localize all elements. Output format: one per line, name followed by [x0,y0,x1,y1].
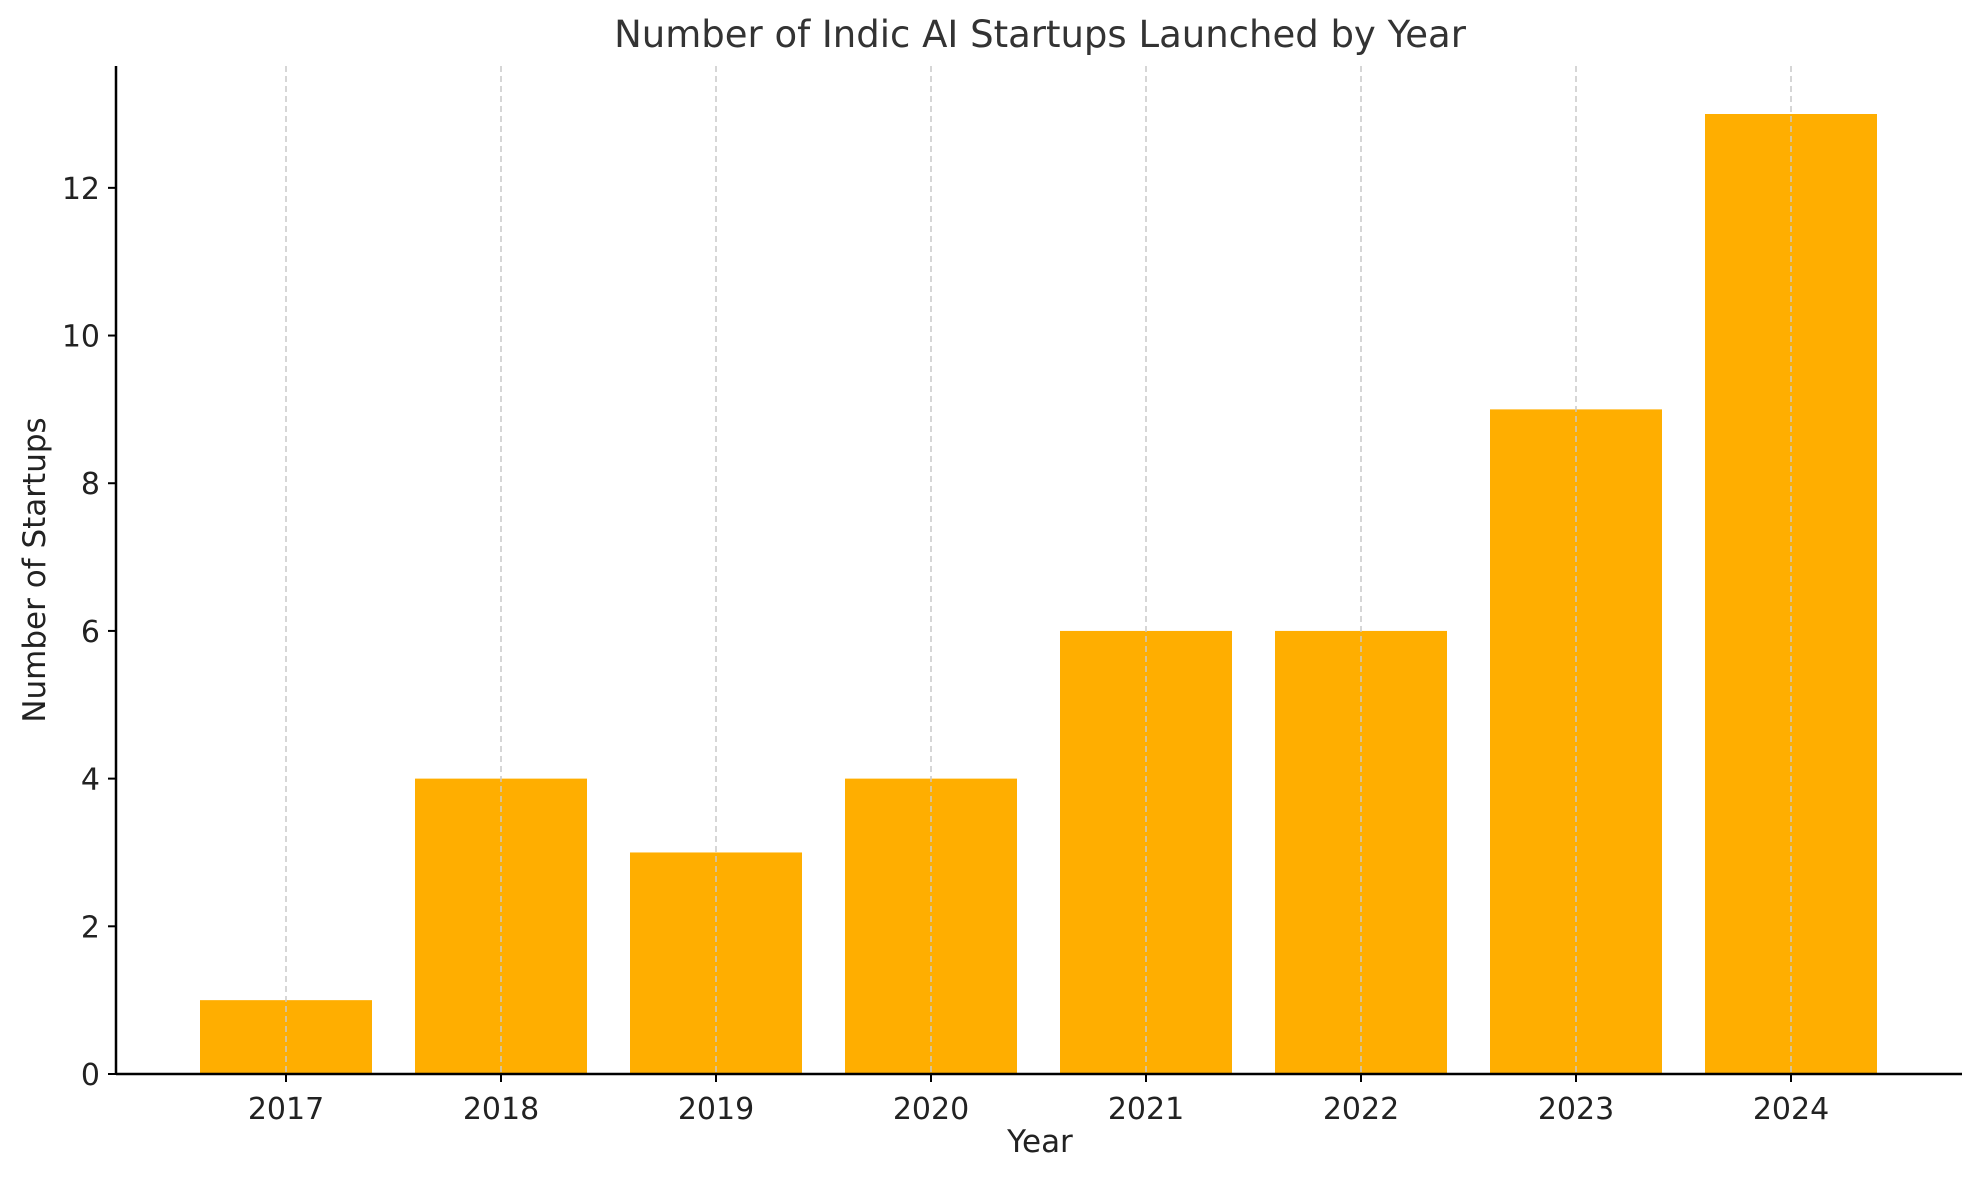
axes [114,66,1962,1076]
chart-title: Number of Indic AI Startups Launched by … [614,13,1467,56]
x-axis-label: Year [1006,1124,1073,1160]
bars [200,114,1877,1074]
y-ticks: 0 2 4 6 8 10 12 [62,172,116,1093]
x-tick-label-2017: 2017 [248,1092,324,1127]
x-tick-label-2023: 2023 [1538,1092,1614,1127]
y-axis-label: Number of Startups [17,417,53,722]
y-tick-label-4: 4 [81,763,100,798]
y-tick-label-2: 2 [81,910,100,945]
grid-lines [285,66,1792,1074]
y-tick-label-6: 6 [81,615,100,650]
x-tick-label-2024: 2024 [1753,1092,1829,1127]
y-tick-label-0: 0 [81,1058,100,1093]
y-tick-label-8: 8 [81,467,100,502]
x-tick-label-2018: 2018 [463,1092,539,1127]
x-tick-label-2022: 2022 [1323,1092,1399,1127]
x-tick-label-2021: 2021 [1108,1092,1184,1127]
y-tick-label-10: 10 [62,320,100,355]
x-tick-label-2019: 2019 [678,1092,754,1127]
bar-2024 [1705,114,1877,1074]
x-ticks: 2017 2018 2019 2020 2021 2022 2023 2024 [248,1074,1829,1127]
y-tick-label-12: 12 [62,172,100,207]
x-tick-label-2020: 2020 [893,1092,969,1127]
